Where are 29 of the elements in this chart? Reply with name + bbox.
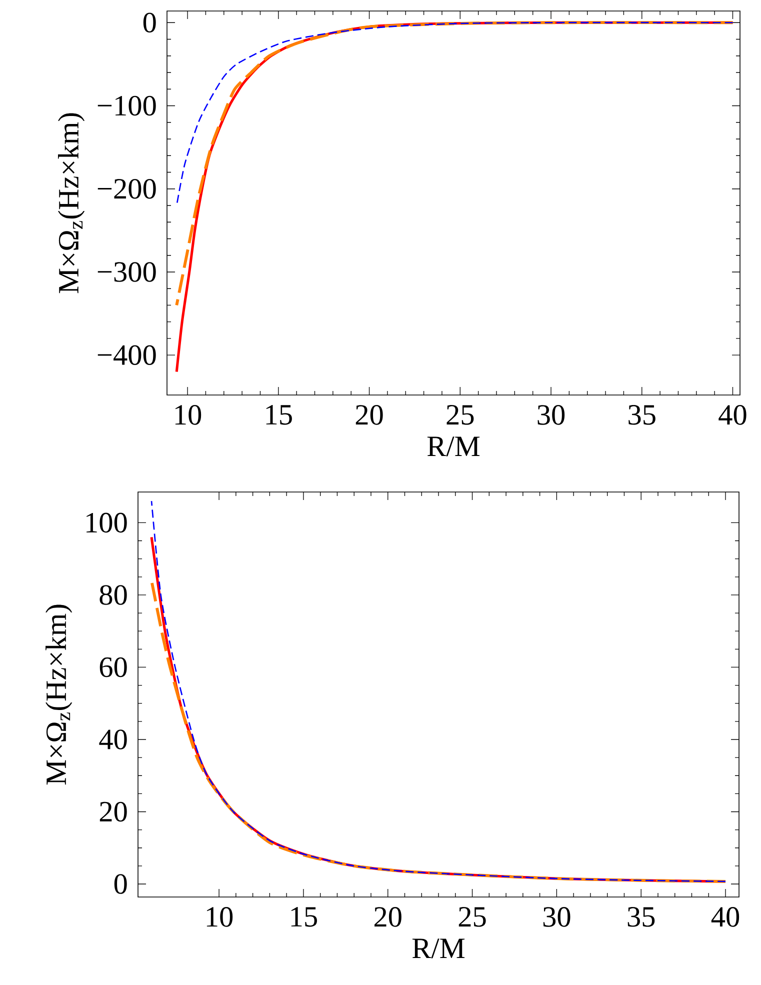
x-tick-label: 30 — [543, 907, 570, 927]
x-tick-label: 25 — [458, 907, 486, 927]
x-tick-label: 40 — [718, 405, 746, 425]
y-axis-title: M×Ω$_{z}$(Hz×km) — [58, 113, 85, 294]
x-axis-title: R/M — [412, 938, 465, 958]
x-tick-label: 30 — [538, 405, 565, 425]
x-tick-label: 25 — [446, 405, 474, 425]
y-tick-label: 100 — [86, 512, 127, 533]
x-tick-label: 35 — [628, 907, 655, 927]
x-tick-label: 10 — [206, 907, 233, 927]
y-tick-label: 40 — [99, 730, 127, 750]
y-tick-label: 0 — [143, 12, 156, 33]
y-tick-label: −400 — [98, 345, 156, 365]
y-tick-label: −200 — [98, 178, 156, 199]
x-tick-label: 40 — [711, 907, 740, 927]
x-tick-label: 15 — [266, 405, 292, 425]
x-tick-label: 35 — [628, 405, 656, 425]
x-tick-label: 20 — [374, 907, 402, 927]
y-tick-label: 0 — [114, 874, 127, 894]
x-tick-label: 10 — [175, 405, 202, 425]
x-tick-label: 20 — [356, 405, 383, 425]
y-tick-label: 80 — [100, 585, 127, 605]
x-axis-title: R/M — [427, 436, 480, 456]
x-tick-label: 15 — [291, 907, 317, 927]
y-tick-label: −100 — [98, 96, 156, 116]
y-tick-label: −300 — [98, 262, 156, 282]
y-tick-label: 60 — [100, 657, 127, 678]
y-axis-title: M×Ω$_{z}$(Hz×km) — [46, 604, 72, 785]
y-tick-label: 20 — [100, 802, 127, 822]
